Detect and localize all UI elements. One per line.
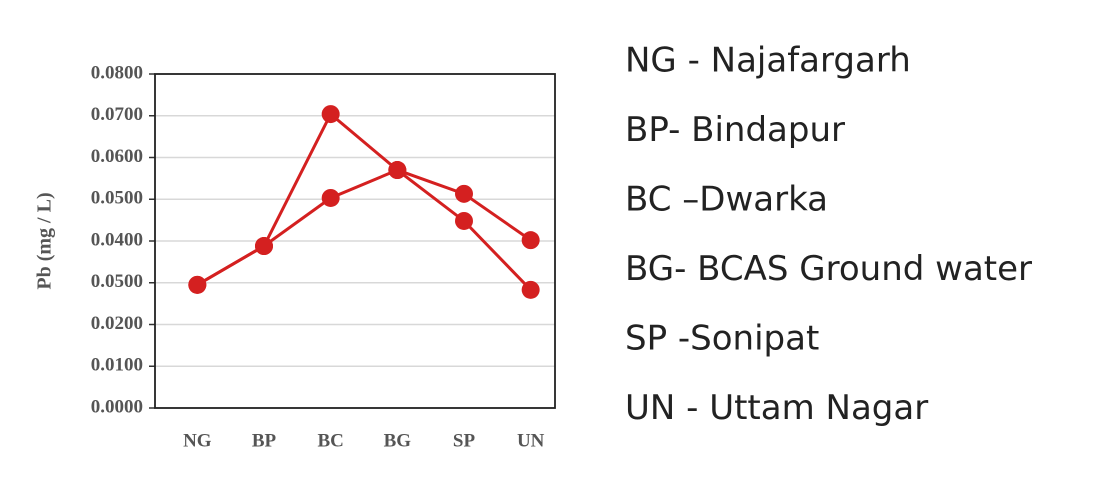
legend-note: BC –Dwarka [625,180,828,220]
x-tick-label: BG [384,430,412,451]
series-line [196,168,532,287]
data-point [455,184,473,203]
legend-note: NG - Najafargarh [625,41,911,81]
y-tick-label: 0.0800 [91,62,143,83]
data-point [521,231,540,250]
data-point [255,237,273,256]
legend-note: SP -Sonipat [625,319,819,359]
legend-note: BP- Bindapur [625,110,845,150]
y-tick-label: 0.0600 [91,146,143,167]
x-tick-label: BC [317,430,343,451]
y-tick-label: 0.0700 [91,104,143,125]
series-line [196,111,532,291]
x-tick-label: NG [183,430,212,451]
y-tick-label: 0.0100 [91,355,143,376]
y-tick-label: 0.0000 [91,396,143,417]
y-axis-label: Pb (mg / L) [34,192,56,289]
y-tick-label: 0.0500 [91,188,143,209]
x-tick-label: SP [453,430,476,451]
legend-note: UN - Uttam Nagar [625,388,928,428]
plot-frame [154,73,556,409]
x-tick-label: BP [252,430,277,451]
data-point [321,188,340,207]
data-point [321,105,340,124]
data-point [455,211,473,230]
data-point [521,280,540,299]
data-point [388,161,407,180]
y-tick-label: 0.0400 [91,229,143,250]
data-point [188,275,207,294]
y-tick-label: 0.0200 [91,313,143,334]
x-tick-label: UN [517,430,545,451]
y-tick-label: 0.0500 [91,271,143,292]
legend-note: BG- BCAS Ground water [625,249,1032,289]
